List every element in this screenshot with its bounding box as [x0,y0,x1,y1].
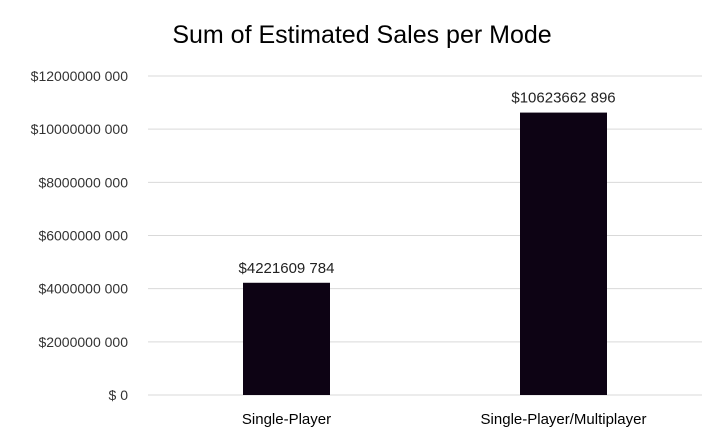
bar [243,282,330,395]
x-category-label: Single-Player [242,411,331,428]
y-tick-label: $10000000 000 [31,121,129,137]
data-label: $4221609 784 [239,260,335,277]
bar [520,112,607,395]
y-tick-label: $4000000 000 [38,281,128,297]
y-tick-label: $6000000 000 [38,228,128,244]
y-axis-ticks: $ 0 $2000000 000 $4000000 000 $6000000 000 $… [31,68,129,403]
x-axis-categories: Single-Player Single-Player/Multiplayer [242,411,647,428]
gridlines [148,75,702,396]
y-tick-label: $ 0 [109,387,129,403]
y-tick-label: $2000000 000 [38,334,128,350]
bars [243,112,607,395]
chart-title: Sum of Estimated Sales per Mode [172,21,551,49]
y-tick-label: $12000000 000 [31,68,129,84]
data-labels: $4221609 784 $10623662 896 [239,90,616,277]
data-label: $10623662 896 [511,90,615,107]
x-category-label: Single-Player/Multiplayer [481,411,647,428]
y-tick-label: $8000000 000 [38,174,128,190]
